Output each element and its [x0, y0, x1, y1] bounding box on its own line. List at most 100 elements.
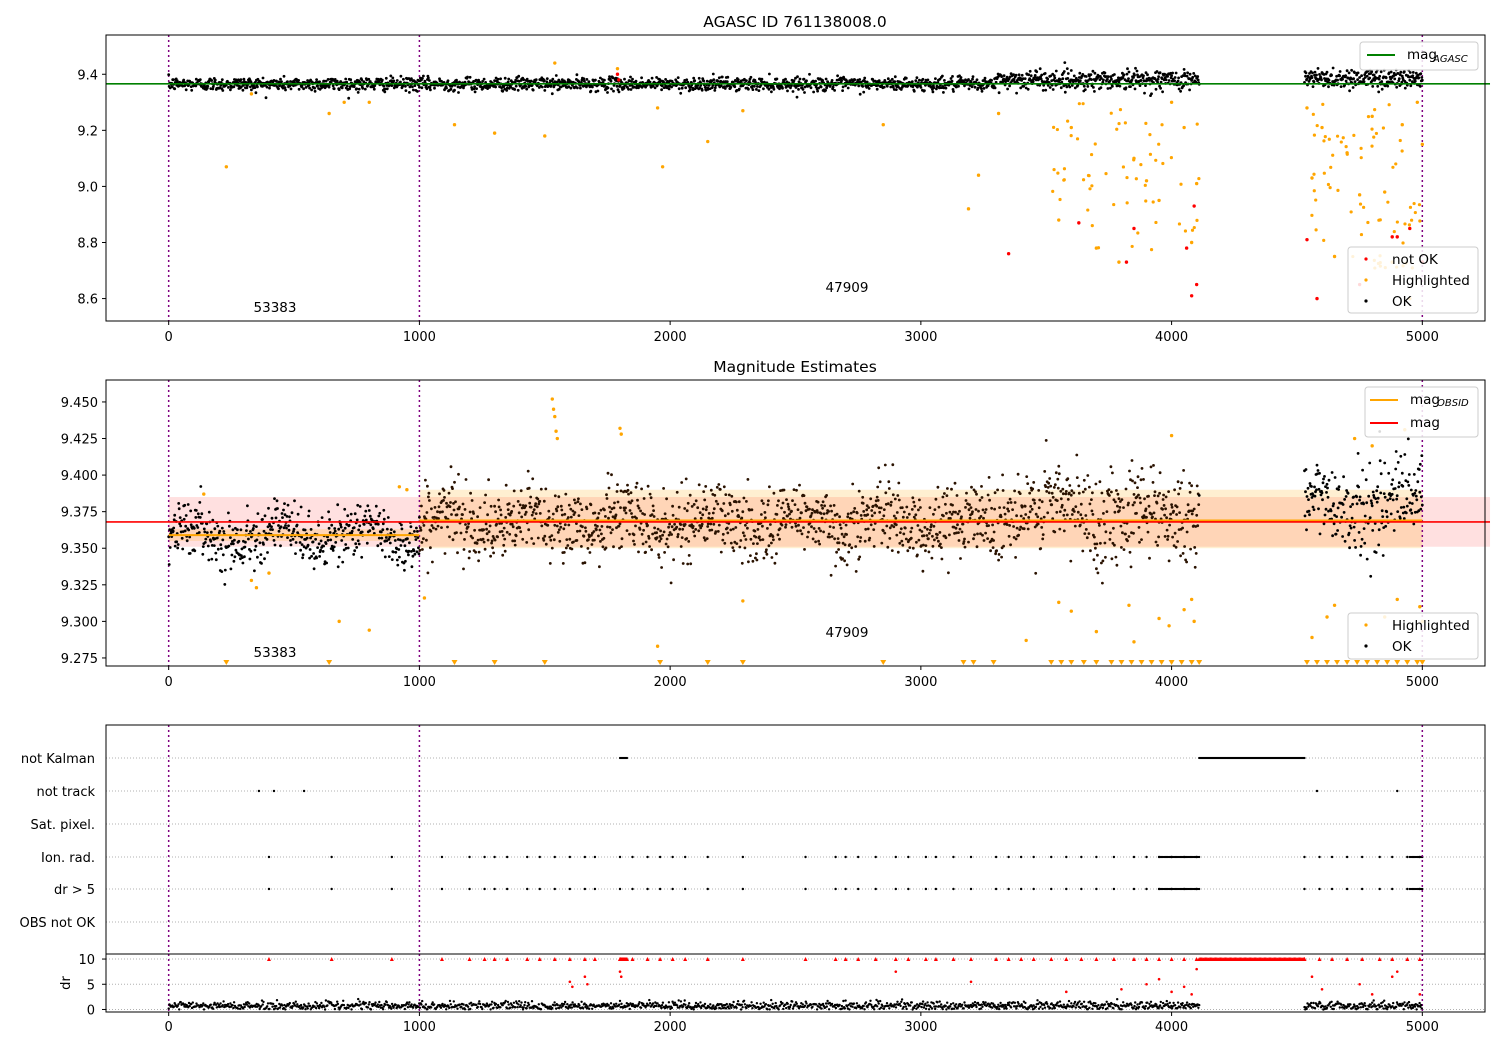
ok-point — [1356, 78, 1359, 81]
ok-point — [578, 529, 582, 533]
ok-point — [685, 537, 689, 540]
ok-point — [711, 511, 715, 515]
ok-point — [773, 561, 777, 565]
ok-point — [881, 529, 885, 533]
ok-point — [723, 541, 727, 545]
highlighted-offscale-marker — [1384, 660, 1391, 665]
ok-point — [885, 84, 889, 88]
ok-point — [547, 509, 551, 513]
ok-point — [501, 89, 505, 93]
ok-point — [1418, 462, 1422, 466]
ok-point — [1174, 545, 1178, 549]
ok-point — [928, 506, 932, 510]
ok-point — [1336, 529, 1339, 532]
ok-point — [492, 551, 495, 555]
ok-point — [496, 77, 500, 81]
ok-point — [610, 87, 613, 91]
ok-point — [1418, 490, 1422, 494]
ok-point — [167, 73, 171, 77]
highlighted-offscale-marker — [1303, 660, 1310, 665]
ok-point — [1044, 485, 1048, 488]
ok-point — [580, 545, 583, 548]
ok-point — [433, 86, 436, 90]
ok-point — [284, 88, 287, 92]
ok-point — [950, 79, 954, 83]
legend-not-ok-marker — [1364, 257, 1368, 261]
ok-point — [230, 542, 233, 546]
ok-point — [1356, 71, 1360, 75]
highlighted-point — [1132, 640, 1136, 644]
highlighted-point — [553, 414, 557, 419]
ok-point — [801, 88, 805, 91]
ok-point — [1326, 486, 1329, 490]
highlighted-point — [1395, 597, 1399, 602]
ok-point — [1171, 71, 1174, 75]
ok-point — [950, 512, 954, 516]
ok-point — [835, 512, 839, 516]
ok-point — [981, 508, 985, 512]
ok-point — [1020, 73, 1024, 77]
ok-point — [502, 543, 506, 547]
ok-point — [232, 559, 236, 563]
ok-point — [455, 78, 458, 82]
ok-point — [869, 523, 873, 527]
ok-point — [493, 538, 497, 542]
ok-point — [680, 536, 684, 539]
ok-point — [1088, 502, 1092, 506]
ok-point — [577, 80, 581, 84]
ok-point — [453, 88, 456, 92]
ok-point — [179, 524, 183, 528]
ok-point — [796, 508, 800, 511]
ok-point — [392, 530, 396, 534]
highlighted-point — [1410, 218, 1414, 222]
ok-point — [1050, 503, 1054, 507]
ok-point — [1357, 531, 1361, 534]
highlighted-point — [1148, 152, 1153, 156]
ok-point — [940, 546, 943, 549]
ok-point — [489, 504, 493, 508]
ok-point — [744, 523, 747, 527]
ok-point — [587, 80, 591, 84]
ok-point — [648, 545, 651, 548]
ok-point — [349, 512, 353, 516]
agasc-legend: mag AGASC — [1359, 41, 1479, 71]
ok-point — [1028, 510, 1032, 514]
ok-point — [394, 550, 398, 554]
ok-point — [630, 80, 633, 83]
ok-point — [322, 79, 326, 83]
ok-point — [704, 485, 708, 488]
ok-point — [703, 498, 707, 502]
ok-point — [1362, 527, 1366, 530]
ok-point — [927, 537, 930, 541]
highlighted-offscale-marker — [960, 660, 967, 665]
ok-point — [960, 515, 963, 519]
ok-point — [917, 538, 921, 542]
legend-highlighted-label: Highlighted — [1392, 273, 1470, 289]
ok-point — [671, 504, 674, 508]
ok-point — [1110, 490, 1113, 494]
ok-point — [846, 86, 850, 90]
ok-point — [636, 498, 639, 502]
ok-point — [776, 533, 780, 537]
ok-point — [467, 556, 471, 560]
ok-point — [1002, 77, 1005, 81]
ok-point — [1101, 581, 1104, 585]
ok-point — [1181, 526, 1184, 530]
ok-point — [965, 491, 968, 495]
ok-point — [408, 91, 411, 94]
ok-point — [1103, 541, 1107, 545]
ok-point — [967, 87, 971, 91]
ok-point — [1316, 469, 1320, 472]
highlighted-point — [1136, 231, 1140, 235]
ok-point — [747, 560, 750, 564]
legend-highlighted-marker — [1364, 278, 1368, 282]
ok-point — [1107, 488, 1111, 491]
ok-point — [609, 531, 613, 535]
ok-point — [760, 77, 764, 81]
ok-point — [1371, 529, 1375, 532]
ok-point — [870, 514, 874, 518]
ok-point — [276, 507, 279, 510]
highlighted-point — [1125, 175, 1129, 180]
ok-point — [859, 536, 863, 539]
ok-point — [1038, 67, 1042, 71]
